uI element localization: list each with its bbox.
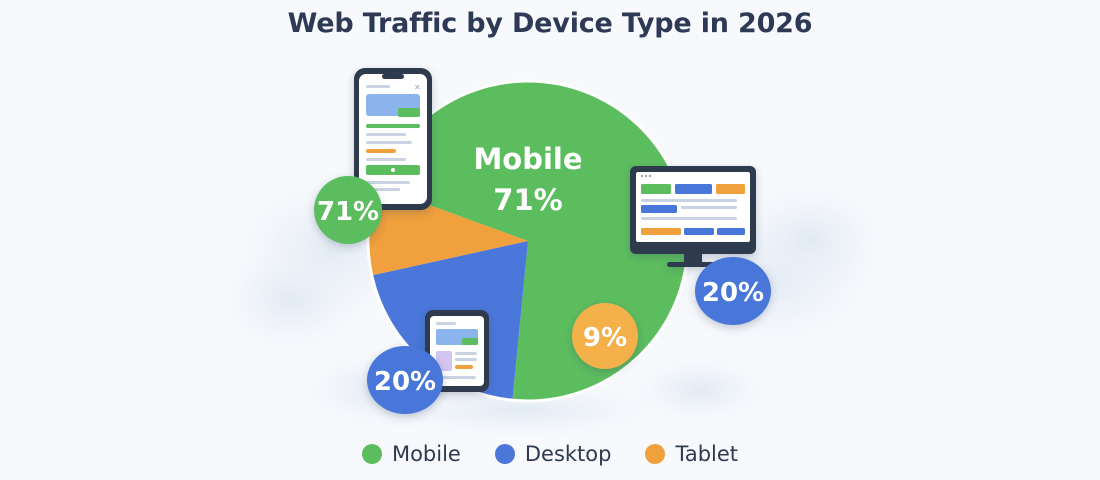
svg-text:✕: ✕: [414, 83, 421, 92]
center-label-name: Mobile: [473, 142, 582, 176]
legend-item-desktop: Desktop: [494, 442, 612, 466]
legend-swatch-desktop: [494, 444, 515, 464]
legend-item-mobile: Mobile: [361, 442, 461, 466]
smartphone-icon: ✕: [354, 68, 432, 210]
bubble-label-mobile: 71%: [317, 197, 379, 227]
legend-label-desktop: Desktop: [524, 442, 612, 466]
value-bubble-mobile: 71%: [314, 176, 382, 244]
bubble-label-tablet: 9%: [583, 323, 627, 353]
desktop-monitor-icon: [630, 166, 756, 267]
value-bubble-desktop-right: 20%: [695, 257, 771, 325]
value-bubble-desktop-left: 20%: [367, 346, 443, 414]
legend-swatch-tablet: [645, 444, 666, 464]
legend: Mobile Desktop Tablet: [0, 442, 1100, 466]
legend-swatch-mobile: [361, 444, 382, 464]
legend-label-mobile: Mobile: [391, 442, 461, 466]
legend-label-tablet: Tablet: [675, 442, 739, 466]
value-bubble-tablet: 9%: [572, 303, 638, 369]
chart-title: Web Traffic by Device Type in 2026: [287, 8, 813, 39]
bubble-label-desktop-left: 20%: [374, 367, 436, 397]
bubble-label-desktop-right: 20%: [702, 278, 764, 308]
center-label-value: 71%: [493, 183, 562, 217]
legend-item-tablet: Tablet: [645, 442, 738, 466]
